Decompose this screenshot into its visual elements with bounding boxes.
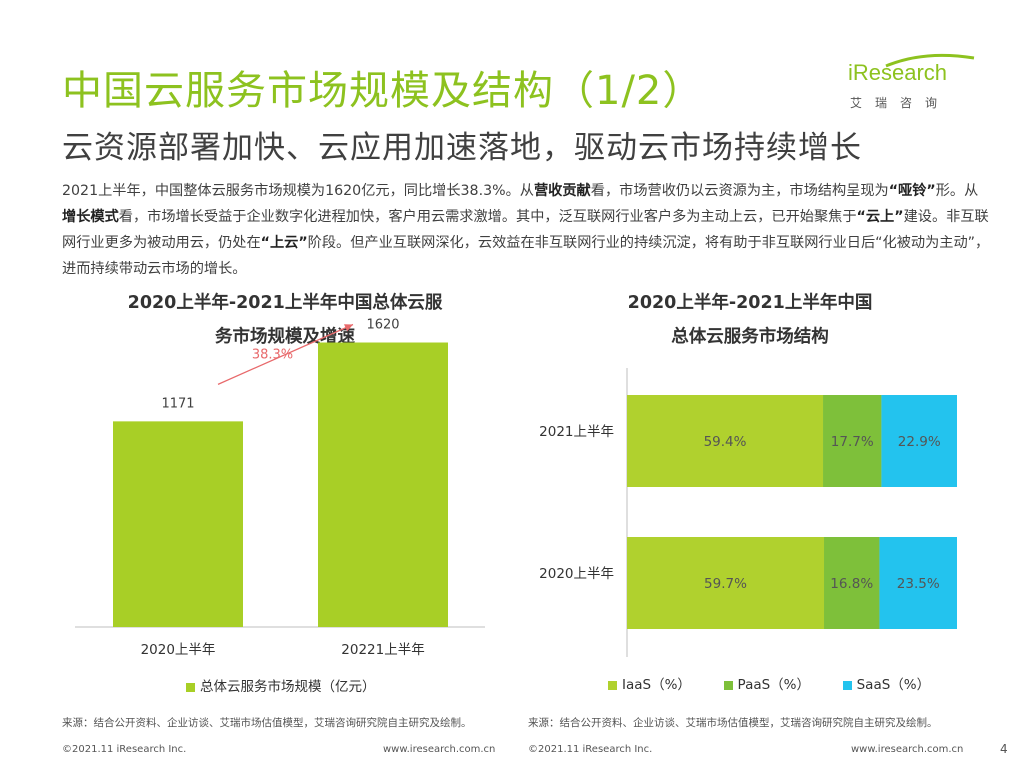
segment-IaaS（%）: [627, 537, 825, 629]
legend-label-iaas: IaaS（%）: [622, 677, 691, 693]
left-chart-title-line2: 务市场规模及增速: [215, 327, 355, 347]
footer-url-right[interactable]: www.iresearch.com.cn: [851, 744, 964, 755]
segment-PaaS（%）: [824, 537, 880, 629]
summary-text: 建设。非互联网行业更多为被动用云，仍处在: [62, 209, 989, 251]
page-number: 4: [1000, 742, 1008, 756]
logo-chinese-name: 艾瑞咨询: [850, 96, 951, 110]
footer-url-left[interactable]: www.iresearch.com.cn: [383, 744, 496, 755]
segment-value-label: 16.8%: [830, 576, 873, 592]
summary-text: 阶段。但产业互联网深化，云效益在非互联网行业的持续沉淀，将有助于非互联网行业日后…: [62, 235, 990, 277]
growth-rate-label: 38.3%: [252, 348, 293, 363]
summary-bold: “哑铃”: [888, 183, 936, 199]
source-note-left: 来源：结合公开资料、企业访谈、艾瑞市场估值模型，艾瑞咨询研究院自主研究及绘制。: [62, 717, 472, 729]
segment-SaaS（%）: [881, 395, 957, 487]
right-chart-title-line1: 2020上半年-2021上半年中国: [627, 293, 873, 313]
y-tick-label: 2020上半年: [539, 566, 614, 582]
page-title: 中国云服务市场规模及结构（1/2）: [62, 68, 704, 114]
legend-swatch: [186, 682, 195, 692]
left-chart-title-line1: 2020上半年-2021上半年中国总体云服: [127, 293, 443, 313]
page-subtitle: 云资源部署加快、云应用加速落地，驱动云市场持续增长: [62, 130, 862, 166]
segment-IaaS（%）: [627, 395, 824, 487]
summary-text: 形。从: [935, 183, 979, 199]
data-label: 1620: [366, 318, 399, 333]
left-chart-title: 2020上半年-2021上半年中国总体云服 务市场规模及增速: [80, 286, 490, 354]
logo-swoosh-icon: [885, 53, 975, 68]
segment-value-label: 59.7%: [704, 576, 747, 592]
right-chart-title-line2: 总体云服务市场结构: [671, 327, 829, 347]
legend-swatch-saas: [842, 680, 852, 690]
growth-arrow-line: [217, 323, 354, 385]
summary-text: 看，市场营收仍以云资源为主，市场结构呈现为: [590, 183, 889, 199]
x-tick-label: 2020上半年: [141, 642, 216, 658]
segment-value-label: 59.4%: [704, 434, 747, 450]
summary-text: 看，市场增长受益于企业数字化进程加快，客户用云需求激增。其中，泛互联网行业客户多…: [118, 209, 857, 225]
bar-20221上半年: [318, 342, 448, 627]
segment-PaaS（%）: [823, 395, 882, 487]
summary-bold: “云上”: [856, 209, 904, 225]
x-tick-label: 20221上半年: [341, 642, 424, 658]
summary-text: 2021上半年，中国整体云服务市场规模为1620亿元，同比增长38.3%。从: [62, 183, 534, 199]
source-note-right: 来源：结合公开资料、企业访谈、艾瑞市场估值模型，艾瑞咨询研究院自主研究及绘制。: [528, 717, 938, 729]
legend-label-paas: PaaS（%）: [737, 677, 811, 693]
legend-label-market-size: 总体云服务市场规模（亿元）: [200, 679, 376, 695]
summary-bold: 增长模式: [62, 209, 119, 225]
legend-label-saas: SaaS（%）: [856, 677, 931, 693]
segment-value-label: 23.5%: [897, 576, 940, 592]
right-chart-title: 2020上半年-2021上半年中国 总体云服务市场结构: [545, 286, 955, 354]
bar-2020上半年: [113, 421, 243, 627]
right-legend: IaaS（%） PaaS（%） SaaS（%）: [608, 673, 930, 693]
segment-SaaS（%）: [879, 537, 957, 629]
y-tick-label: 2021上半年: [539, 424, 614, 440]
logo-wordmark: iResearch: [848, 60, 948, 85]
growth-arrow-head: [344, 324, 353, 332]
segment-value-label: 17.7%: [831, 434, 874, 450]
summary-bold: “上云”: [260, 235, 308, 251]
footer-copyright-left: ©2021.11 iResearch Inc.: [62, 744, 187, 755]
segment-value-label: 22.9%: [898, 434, 941, 450]
legend-swatch-paas: [723, 680, 733, 690]
data-label: 1171: [161, 396, 194, 411]
iresearch-logo: iResearch 艾瑞咨询: [848, 53, 978, 116]
legend-swatch-iaas: [608, 680, 617, 690]
summary-paragraph: 2021上半年，中国整体云服务市场规模为1620亿元，同比增长38.3%。从营收…: [62, 178, 992, 282]
summary-bold: 营收贡献: [533, 183, 591, 199]
footer-copyright-right: ©2021.11 iResearch Inc.: [528, 744, 653, 755]
left-legend: 总体云服务市场规模（亿元）: [186, 675, 376, 695]
